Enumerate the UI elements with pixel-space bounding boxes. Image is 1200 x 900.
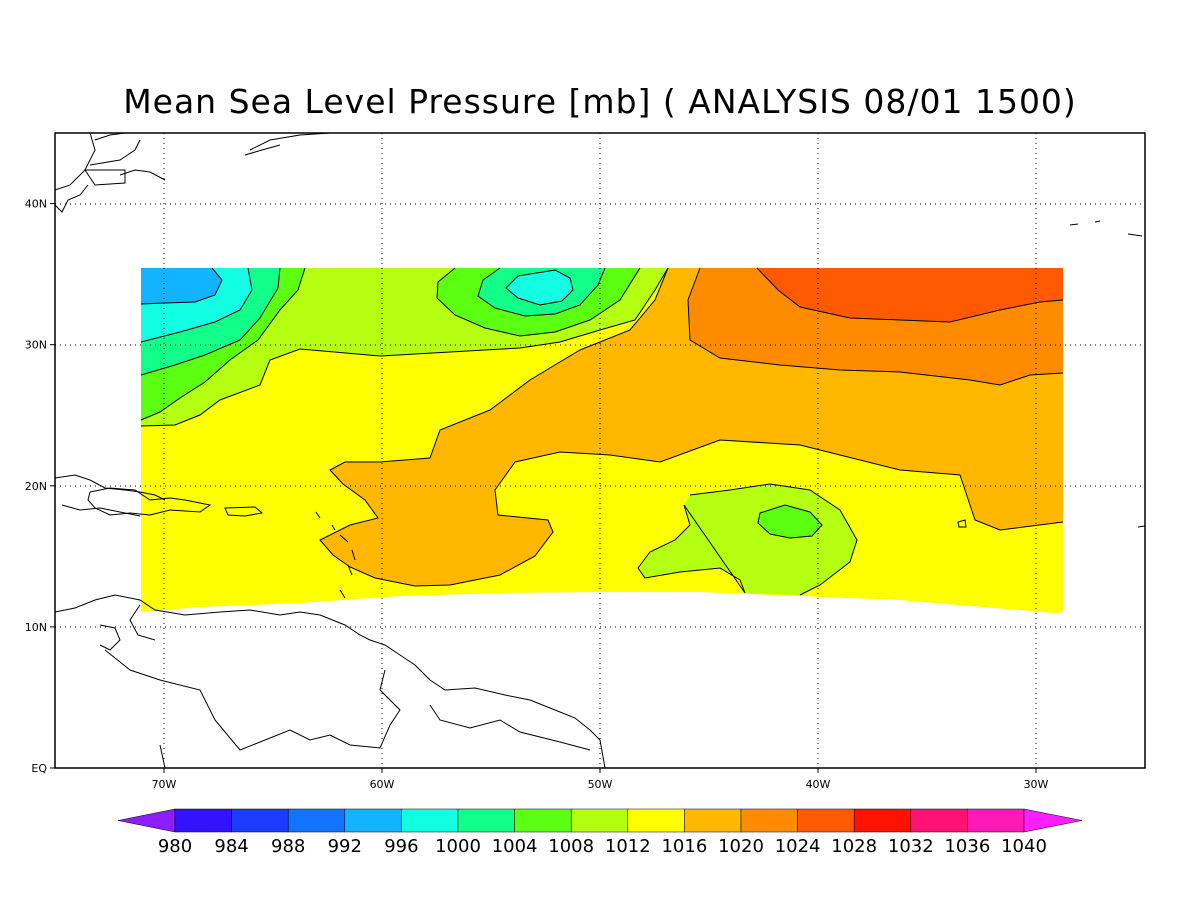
band-1024-1028 bbox=[757, 268, 1063, 322]
isobar bbox=[687, 267, 1064, 386]
y-tick-label: 20N bbox=[25, 480, 47, 493]
coast-antilles bbox=[315, 511, 356, 599]
isobar bbox=[140, 267, 253, 343]
band-992-996-low bbox=[141, 268, 222, 304]
colorbar-swatch bbox=[853, 808, 912, 833]
colorbar-level-label: 1012 bbox=[605, 836, 651, 857]
isobar bbox=[637, 483, 858, 596]
isobar bbox=[957, 519, 967, 528]
colorbar-level-label: 1032 bbox=[888, 836, 934, 857]
colorbar-level-label: 1016 bbox=[661, 836, 707, 857]
colorbar-level-label: 1020 bbox=[718, 836, 764, 857]
coast-puerto-rico bbox=[224, 506, 264, 517]
y-tick-label: 30N bbox=[25, 339, 47, 352]
colorbar-level-label: 996 bbox=[384, 836, 418, 857]
coast-us-northeast bbox=[84, 169, 126, 186]
isobar bbox=[505, 269, 574, 306]
colorbar-swatch bbox=[174, 808, 232, 833]
coast-north-america bbox=[55, 133, 331, 213]
colorbar-swatch bbox=[231, 808, 289, 833]
colorbar-low-arrow bbox=[117, 808, 176, 833]
colorbar-level-label: 1036 bbox=[944, 836, 990, 857]
y-tick-label: 10N bbox=[25, 621, 47, 634]
map-title: Mean Sea Level Pressure [mb] ( ANALYSIS … bbox=[123, 82, 1077, 121]
colorbar-level-label: 1000 bbox=[435, 836, 481, 857]
colorbar-swatch bbox=[344, 808, 402, 833]
isobar bbox=[140, 267, 281, 376]
colorbar-level-label: 1024 bbox=[775, 836, 821, 857]
isobar bbox=[436, 267, 641, 337]
y-tick-label: 40N bbox=[25, 198, 47, 211]
isobars bbox=[140, 267, 1064, 596]
isobar bbox=[757, 504, 823, 539]
colorbar-high-arrow bbox=[1023, 808, 1083, 833]
coast-island-east bbox=[1069, 220, 1145, 528]
colorbar-swatch bbox=[514, 808, 572, 833]
x-tick-label: 50W bbox=[588, 778, 613, 791]
colorbar: 980 984 988 992 996 1000 1004 1008 1012 1016 1020 1… bbox=[117, 808, 1083, 857]
coast-hispaniola bbox=[87, 487, 212, 516]
band-1004-1008-se bbox=[758, 505, 822, 538]
y-tick-label: EQ bbox=[31, 762, 47, 775]
x-tick-label: 70W bbox=[152, 778, 177, 791]
isobar bbox=[319, 267, 1064, 587]
colorbar-swatch bbox=[457, 808, 515, 833]
isobar bbox=[140, 267, 306, 421]
colorbar-swatch bbox=[684, 808, 742, 833]
isobar bbox=[140, 267, 669, 427]
isobar bbox=[140, 267, 223, 305]
colorbar-level-label: 1028 bbox=[831, 836, 877, 857]
colorbar-swatch bbox=[967, 808, 1025, 833]
graticule bbox=[55, 133, 1145, 768]
x-tick-label: 30W bbox=[1024, 778, 1049, 791]
colorbar-swatch bbox=[401, 808, 459, 833]
coast-south-america bbox=[55, 594, 606, 768]
isobar bbox=[477, 267, 606, 317]
colorbar-swatch bbox=[627, 808, 685, 833]
colorbar-swatch bbox=[910, 808, 968, 833]
colorbar-swatch bbox=[797, 808, 855, 833]
coast-south-america-inland bbox=[99, 604, 591, 768]
isobar bbox=[756, 267, 1064, 323]
colorbar-level-label: 1040 bbox=[1001, 836, 1047, 857]
x-tick-label: 40W bbox=[806, 778, 831, 791]
pressure-fill bbox=[141, 268, 1063, 613]
colorbar-swatch bbox=[287, 808, 346, 833]
colorbar-level-label: 992 bbox=[328, 836, 362, 857]
x-tick-label: 60W bbox=[370, 778, 395, 791]
axis-ticks: 70W 60W 50W 40W 30W EQ 10N 20N 30N 40N bbox=[25, 198, 1049, 791]
colorbar-swatch bbox=[740, 808, 798, 833]
band-996-1000-nc bbox=[506, 270, 573, 305]
colorbar-level-label: 1008 bbox=[548, 836, 594, 857]
colorbar-level-label: 988 bbox=[271, 836, 305, 857]
coastlines bbox=[55, 133, 1145, 768]
colorbar-swatch bbox=[570, 808, 629, 833]
colorbar-level-label: 984 bbox=[214, 836, 248, 857]
plot-area bbox=[55, 133, 1145, 768]
colorbar-level-label: 1004 bbox=[492, 836, 538, 857]
colorbar-level-label: 980 bbox=[158, 836, 192, 857]
